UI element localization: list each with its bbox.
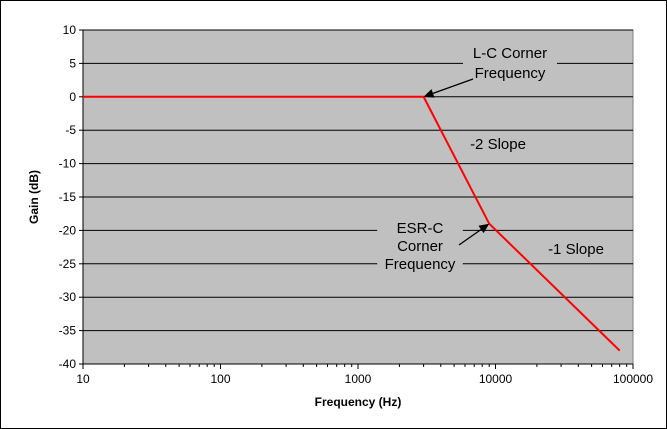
y-tick-label: -15 — [59, 190, 77, 204]
x-axis-title: Frequency (Hz) — [315, 395, 402, 409]
annotation-text: -2 Slope — [470, 136, 526, 153]
x-tick-label: 100000 — [613, 372, 653, 386]
y-tick-label: 10 — [63, 23, 77, 37]
y-tick-label: -40 — [59, 357, 77, 371]
y-tick-label: -35 — [59, 324, 77, 338]
y-tick-label: 0 — [69, 90, 76, 104]
annotation-text: L-C Corner — [473, 45, 547, 62]
y-tick-label: -10 — [59, 157, 77, 171]
annotation-arrow-head — [423, 89, 435, 98]
annotation-arrow-line — [458, 228, 482, 246]
y-tick-label: -5 — [65, 123, 76, 137]
y-axis-title: Gain (dB) — [27, 170, 41, 224]
x-axis-ticks: 10 100 1000 10000 100000 — [76, 363, 653, 386]
series-layer — [83, 95, 621, 352]
x-tick-label: 100 — [210, 372, 230, 386]
annotation: -2 Slope — [470, 136, 526, 153]
annotation-arrow-head — [478, 223, 490, 234]
y-tick-label: 5 — [69, 56, 76, 70]
y-tick-label: -25 — [59, 257, 77, 271]
y-axis-ticks: 10 5 0 -5 -10 -15 -20 -25 -30 -35 -40 — [59, 23, 84, 371]
annotation-text: ESR-C — [397, 220, 444, 237]
annotation-text: Corner — [397, 238, 443, 255]
annotation: -1 Slope — [548, 241, 604, 258]
annotation-text: -1 Slope — [548, 241, 604, 258]
annotation: L-C Corner Frequency — [423, 43, 557, 98]
x-tick-label: 10000 — [479, 372, 513, 386]
annotation-arrow-line — [432, 78, 474, 95]
annotation-background — [463, 43, 557, 85]
y-tick-label: -20 — [59, 223, 77, 237]
annotation-text: Frequency — [475, 65, 546, 82]
y-tick-label: -30 — [59, 290, 77, 304]
annotation-background — [377, 218, 463, 274]
series-line — [83, 95, 621, 352]
x-tick-label: 1000 — [345, 372, 372, 386]
annotation-text: Frequency — [385, 256, 456, 273]
x-tick-label: 10 — [76, 372, 90, 386]
